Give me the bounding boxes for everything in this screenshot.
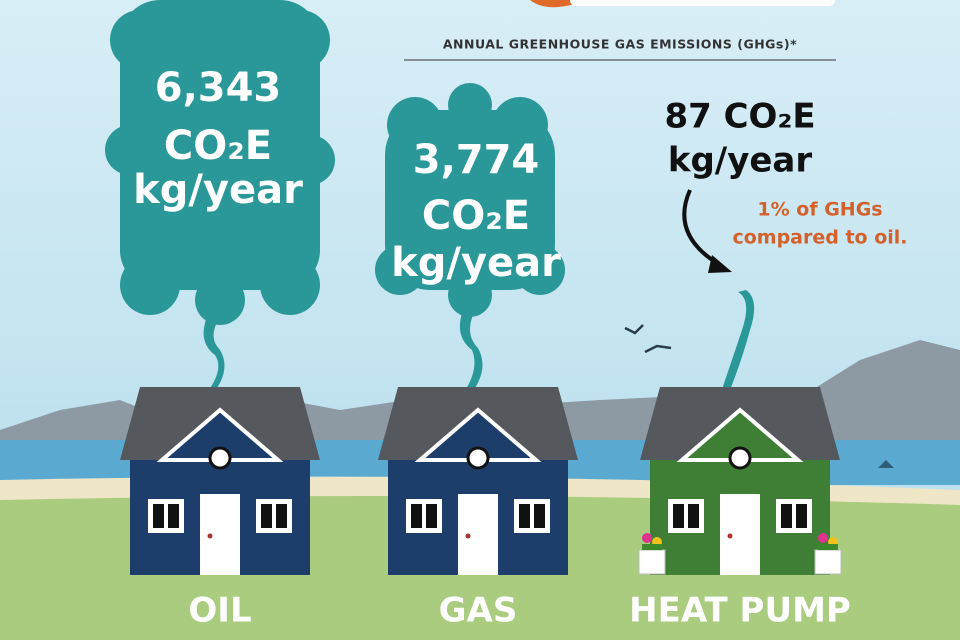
planter: [638, 549, 666, 575]
door: [720, 494, 760, 575]
pane: [168, 504, 179, 528]
planter: [814, 549, 842, 575]
pane: [411, 504, 422, 528]
texts: 6,343 CO₂E kg/year 3,774 CO₂E kg/year 87…: [133, 65, 907, 631]
emission-unit: CO₂E: [164, 123, 272, 169]
emission-period: kg/year: [133, 167, 303, 213]
pane: [153, 504, 164, 528]
leaves: [818, 544, 838, 550]
house: [378, 387, 578, 575]
pane: [781, 504, 792, 528]
knob: [465, 533, 471, 539]
pane: [261, 504, 272, 528]
pane: [426, 504, 437, 528]
pane: [519, 504, 530, 528]
round-window: [208, 446, 232, 470]
emission-unit: CO₂E: [422, 193, 530, 239]
pane: [673, 504, 684, 528]
round-window: [466, 446, 490, 470]
house-label: OIL: [188, 591, 251, 631]
house: [638, 387, 842, 575]
emission-value: 87 CO₂E: [664, 97, 815, 137]
pane: [688, 504, 699, 528]
pane: [796, 504, 807, 528]
note: 1% of GHGs: [757, 199, 882, 221]
house: [120, 387, 320, 575]
note: compared to oil.: [732, 227, 907, 249]
emission-value: 6,343: [155, 65, 282, 111]
emission-period: kg/year: [391, 240, 561, 286]
houses: [120, 387, 842, 575]
emission-value: 3,774: [413, 137, 540, 183]
pane: [534, 504, 545, 528]
leaves: [642, 544, 662, 550]
header-title: ANNUAL GREENHOUSE GAS EMISSIONS (GHGs)*: [443, 37, 797, 52]
house-label: GAS: [439, 591, 518, 631]
house-label: HEAT PUMP: [629, 591, 851, 631]
pane: [276, 504, 287, 528]
arrow-head: [708, 255, 732, 273]
flower: [818, 533, 828, 543]
arrow: [682, 189, 722, 267]
header: ANNUAL GREENHOUSE GAS EMISSIONS (GHGs)*: [404, 0, 836, 61]
gas-cloud: [375, 83, 565, 395]
flower: [642, 533, 652, 543]
heat-pump-smoke: [720, 290, 755, 395]
door: [458, 494, 498, 575]
round-window: [728, 446, 752, 470]
door: [200, 494, 240, 575]
oil-cloud: [105, 0, 335, 395]
emission-period: kg/year: [668, 141, 813, 181]
knob: [207, 533, 213, 539]
knob: [727, 533, 733, 539]
